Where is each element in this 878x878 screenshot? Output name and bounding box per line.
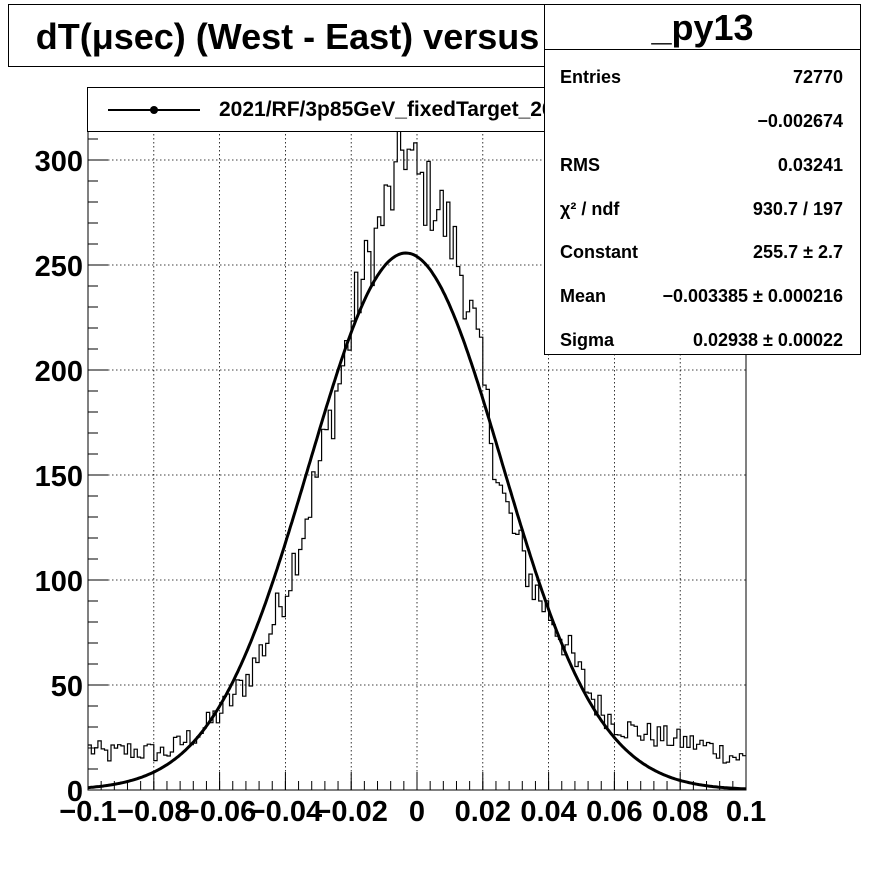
chart-title: dT(μsec) (West - East) versus Z [35,16,572,57]
stats-title: _py13 [545,5,860,50]
y-tick-label: 50 [51,671,83,703]
x-tick-label: −0.04 [249,796,322,828]
title-box: dT(μsec) (West - East) versus Z [8,4,599,67]
stat-label: Mean [560,286,607,306]
stat-label: RMS [560,155,600,175]
gaussian-fit-curve [87,251,747,791]
x-tick-label: 0 [409,796,425,828]
stat-label: Constant [560,242,638,262]
stats-box: _py13 Entries 72770 −0.002674 RMS 0.0324… [544,4,861,355]
y-tick-label: 100 [35,566,83,598]
stat-value: 0.03241 [777,155,843,175]
x-tick-label: 0.08 [652,796,708,828]
x-tick-label: −0.02 [315,796,388,828]
stat-value: −0.003385 ± 0.000216 [662,286,843,306]
stat-value: 255.7 ± 2.7 [753,242,843,262]
x-tick-label: 0.1 [726,796,766,828]
x-tick-label: −0.06 [183,796,256,828]
stat-value: −0.002674 [757,111,843,131]
x-tick-label: 0.02 [455,796,511,828]
stat-row-sigma: Sigma 0.02938 ± 0.00022 [560,328,843,352]
stat-value: 72770 [792,67,843,87]
stat-row-constant: Constant 255.7 ± 2.7 [560,240,843,264]
stat-value: 0.02938 ± 0.00022 [692,330,843,350]
x-tick-label: 0.04 [520,796,576,828]
x-tick-label: −0.1 [59,796,116,828]
y-tick-label: 150 [35,461,83,493]
x-tick-label: −0.08 [117,796,190,828]
axes: −0.1 −0.08−0.06−0.04−0.02 0 0.02 0.04 0.06 0.0… [35,117,766,828]
stat-label: χ² / ndf [560,199,620,219]
y-tick-label: 0 [67,776,83,808]
y-tick-label: 200 [35,356,83,388]
y-tick-label: 250 [35,251,83,283]
legend-dot-marker [150,106,158,114]
legend-label: 2021/RF/3p85GeV_fixedTarget_2021 [219,98,577,121]
stat-label: Sigma [560,330,615,350]
stat-row-mean-value: −0.002674 [560,109,843,133]
stat-label: Entries [560,67,622,87]
stat-row-rms: RMS 0.03241 [560,153,843,177]
x-tick-label: 0.06 [586,796,642,828]
legend: 2021/RF/3p85GeV_fixedTarget_2021 [87,87,615,132]
stat-row-entries: Entries 72770 [560,65,843,89]
stat-row-mean: Mean −0.003385 ± 0.000216 [560,284,843,308]
stat-row-chi2: χ² / ndf 930.7 / 197 [560,197,843,221]
y-tick-label: 300 [35,146,83,178]
grid [87,98,747,791]
stat-value: 930.7 / 197 [752,199,843,219]
